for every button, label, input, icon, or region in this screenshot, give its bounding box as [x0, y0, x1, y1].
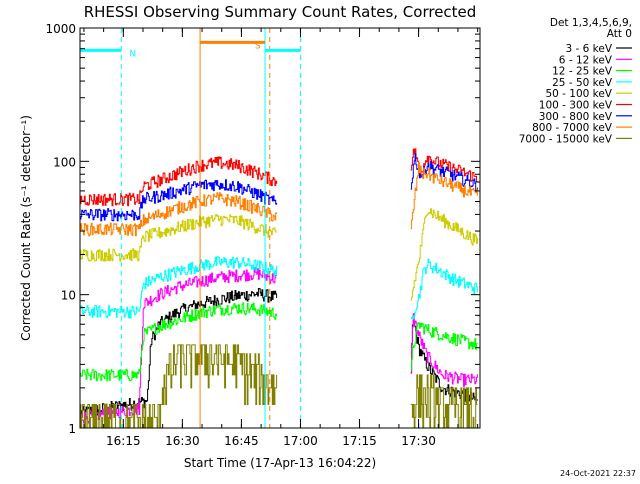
legend-label-3: 12 - 25 keV [552, 66, 613, 78]
x-tick-label-4: 17:00 [283, 434, 318, 448]
series-line-7-segment-2 [410, 153, 478, 192]
series-line-7-segment-1 [80, 179, 278, 222]
chart-title: RHESSI Observing Summary Count Rates, Co… [84, 3, 477, 21]
y-tick-label-3: 100 [53, 155, 76, 169]
series-line-3-segment-1 [80, 302, 278, 382]
legend-label-8: 800 - 7000 keV [532, 122, 613, 134]
series-line-4-segment-2 [410, 258, 478, 320]
plot-area [80, 28, 478, 428]
state-bar-label-2: S [255, 41, 261, 51]
legend-label-1: 3 - 6 keV [565, 43, 612, 55]
series-line-2-segment-1 [80, 267, 278, 424]
legend-label-2: 6 - 12 keV [559, 54, 613, 66]
state-bar-label-1: N [129, 49, 136, 59]
x-tick-label-5: 17:15 [342, 434, 377, 448]
x-tick-label-3: 16:45 [224, 434, 259, 448]
series-line-9-segment-2 [410, 374, 478, 428]
series-line-2-segment-2 [410, 313, 478, 387]
legend-label-6: 100 - 300 keV [539, 100, 613, 112]
legend-label-9: 7000 - 15000 keV [519, 133, 613, 145]
footer-timestamp: 24-Oct-2021 22:37 [560, 469, 636, 478]
legend-label-5: 50 - 100 keV [545, 88, 612, 100]
y-tick-label-1: 1 [68, 422, 76, 436]
series-line-3-segment-2 [410, 322, 478, 371]
y-tick-label-4: 1000 [45, 22, 76, 36]
series-line-6-segment-2 [410, 148, 478, 183]
series-line-4-segment-1 [80, 256, 278, 319]
x-tick-label-2: 16:30 [165, 434, 200, 448]
plot-frame [79, 27, 481, 429]
y-tick-label-2: 10 [61, 289, 76, 303]
legend-header-2: Att 0 [607, 28, 632, 40]
y-axis-label: Corrected Count Rate (s⁻¹ detector⁻¹) [19, 115, 33, 341]
x-tick-label-6: 17:30 [401, 434, 436, 448]
series-line-5-segment-1 [80, 214, 278, 262]
series-line-6-segment-1 [80, 156, 278, 207]
x-tick-label-1: 16:15 [106, 434, 141, 448]
series-line-8-segment-1 [80, 192, 278, 237]
x-axis-label: Start Time (17-Apr-13 16:04:22) [184, 456, 376, 470]
legend-header-1: Det 1,3,4,5,6,9, [550, 17, 632, 29]
series-line-9-segment-1 [80, 344, 278, 428]
legend-label-4: 25 - 50 keV [552, 77, 613, 89]
legend-label-7: 300 - 800 keV [539, 111, 613, 123]
series-line-5-segment-2 [410, 208, 478, 301]
series-line-8-segment-2 [410, 161, 478, 229]
